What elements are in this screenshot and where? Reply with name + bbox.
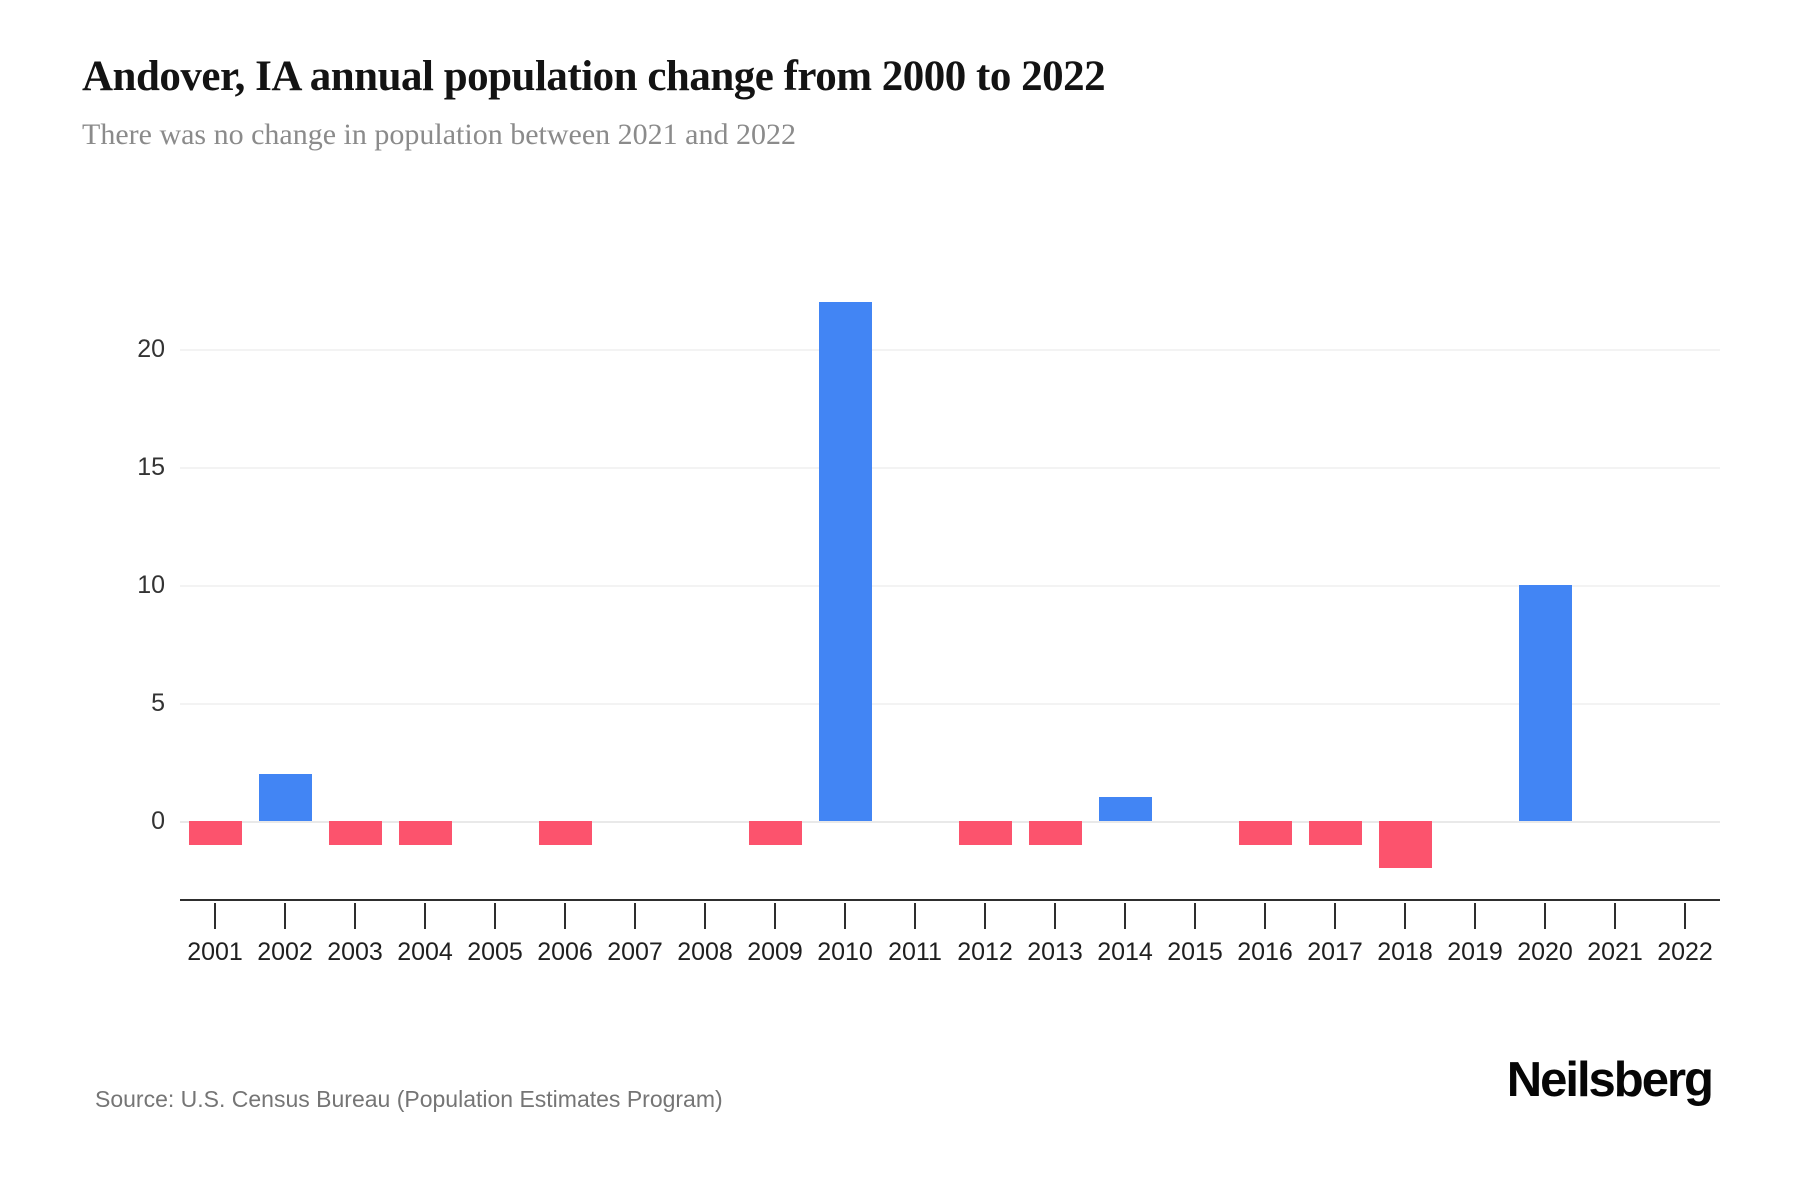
x-tick-2010 xyxy=(844,903,846,929)
x-tick-2021 xyxy=(1614,903,1616,929)
x-axis-label-2002: 2002 xyxy=(257,938,313,966)
x-tick-2018 xyxy=(1404,903,1406,929)
bar-2004[interactable] xyxy=(398,821,452,845)
chart-subtitle: There was no change in population betwee… xyxy=(82,118,796,151)
y-axis-label-10: 10 xyxy=(137,571,165,599)
x-axis-label-2018: 2018 xyxy=(1377,938,1433,966)
x-axis-label-2006: 2006 xyxy=(537,938,593,966)
x-tick-2013 xyxy=(1054,903,1056,929)
x-tick-2005 xyxy=(494,903,496,929)
bar-2018[interactable] xyxy=(1378,821,1432,869)
x-axis-label-2019: 2019 xyxy=(1447,938,1503,966)
bar-2006[interactable] xyxy=(538,821,592,845)
gridline-10 xyxy=(180,585,1720,587)
x-axis-label-2007: 2007 xyxy=(607,938,663,966)
bar-2002[interactable] xyxy=(258,773,312,821)
bar-2014[interactable] xyxy=(1098,797,1152,821)
x-tick-2017 xyxy=(1334,903,1336,929)
bar-2001[interactable] xyxy=(188,821,242,845)
y-axis-label-15: 15 xyxy=(137,453,165,481)
x-tick-2006 xyxy=(564,903,566,929)
x-tick-2016 xyxy=(1264,903,1266,929)
y-axis-label-0: 0 xyxy=(151,807,165,835)
x-axis-label-2022: 2022 xyxy=(1657,938,1713,966)
x-tick-2020 xyxy=(1544,903,1546,929)
x-tick-2008 xyxy=(704,903,706,929)
x-axis-label-2014: 2014 xyxy=(1097,938,1153,966)
x-tick-2015 xyxy=(1194,903,1196,929)
x-axis-label-2004: 2004 xyxy=(397,938,453,966)
x-axis-label-2015: 2015 xyxy=(1167,938,1223,966)
y-axis-label-5: 5 xyxy=(151,689,165,717)
bar-2016[interactable] xyxy=(1238,821,1292,845)
bar-2013[interactable] xyxy=(1028,821,1082,845)
source-note: Source: U.S. Census Bureau (Population E… xyxy=(95,1086,723,1112)
x-axis-label-2003: 2003 xyxy=(327,938,383,966)
x-tick-2001 xyxy=(214,903,216,929)
bar-2010[interactable] xyxy=(818,301,872,821)
x-axis-label-2010: 2010 xyxy=(817,938,873,966)
x-axis-label-2011: 2011 xyxy=(888,938,942,966)
x-tick-2012 xyxy=(984,903,986,929)
x-tick-2011 xyxy=(914,903,916,929)
bar-2003[interactable] xyxy=(328,821,382,845)
x-axis-label-2021: 2021 xyxy=(1587,938,1643,966)
bar-2020[interactable] xyxy=(1518,585,1572,821)
x-axis-label-2017: 2017 xyxy=(1307,938,1363,966)
x-tick-2019 xyxy=(1474,903,1476,929)
bar-2017[interactable] xyxy=(1308,821,1362,845)
gridline-15 xyxy=(180,467,1720,469)
x-tick-2002 xyxy=(284,903,286,929)
zero-line xyxy=(180,821,1720,823)
x-axis-label-2008: 2008 xyxy=(677,938,733,966)
x-tick-2003 xyxy=(354,903,356,929)
x-tick-2022 xyxy=(1684,903,1686,929)
bar-2012[interactable] xyxy=(958,821,1012,845)
chart-title: Andover, IA annual population change fro… xyxy=(82,53,1106,100)
x-axis-label-2020: 2020 xyxy=(1517,938,1573,966)
x-axis-label-2001: 2001 xyxy=(187,938,243,966)
x-axis-label-2005: 2005 xyxy=(467,938,523,966)
x-tick-2014 xyxy=(1124,903,1126,929)
bar-chart-plot-area xyxy=(180,250,1720,901)
x-axis-label-2016: 2016 xyxy=(1237,938,1293,966)
y-axis-label-20: 20 xyxy=(137,335,165,363)
x-tick-2007 xyxy=(634,903,636,929)
x-tick-2004 xyxy=(424,903,426,929)
x-axis-label-2013: 2013 xyxy=(1027,938,1083,966)
gridline-20 xyxy=(180,349,1720,351)
brand-logo: Neilsberg xyxy=(1506,1053,1714,1107)
bar-2009[interactable] xyxy=(748,821,802,845)
gridline-5 xyxy=(180,703,1720,705)
x-axis-label-2012: 2012 xyxy=(957,938,1013,966)
x-tick-2009 xyxy=(774,903,776,929)
x-axis-label-2009: 2009 xyxy=(747,938,803,966)
